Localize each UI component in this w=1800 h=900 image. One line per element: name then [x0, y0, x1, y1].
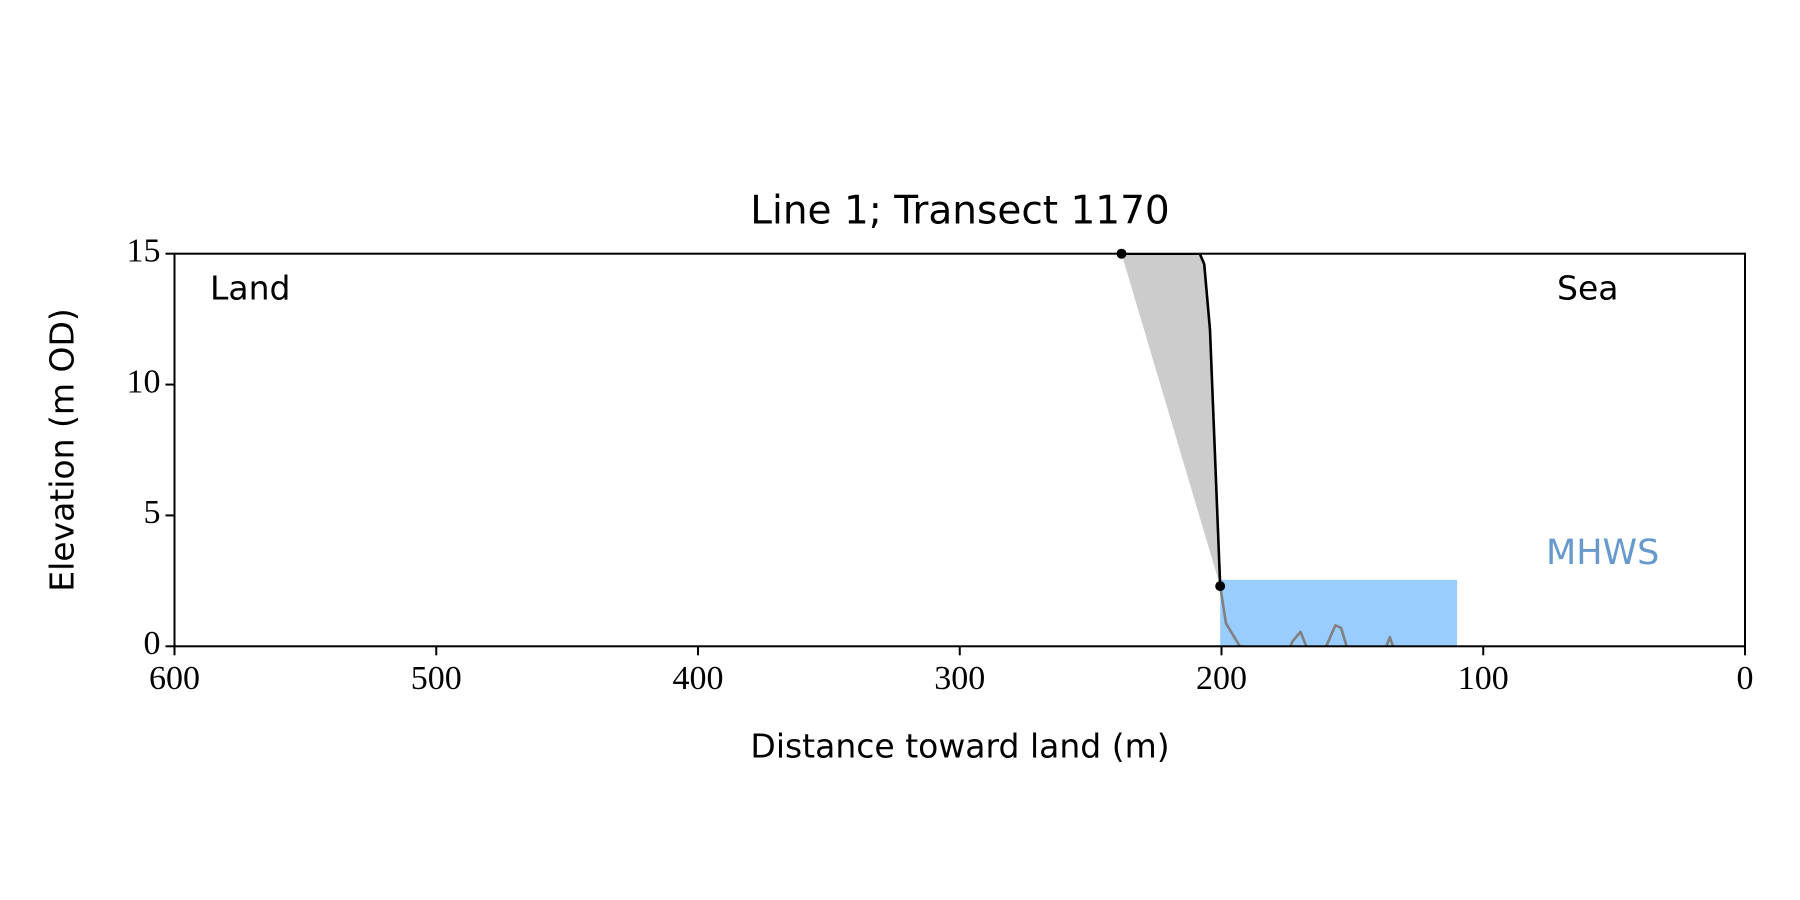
y-tick-label: 15 [127, 232, 161, 269]
axes-frame [173, 252, 1746, 648]
chart-title: Line 1; Transect 1170 [750, 189, 1169, 234]
x-tick-label: 400 [673, 660, 724, 697]
mhws-label: MHWS [1546, 533, 1659, 573]
x-tick-label: 600 [149, 660, 200, 697]
annotation: Sea [1557, 269, 1618, 308]
x-tick-label: 0 [1737, 660, 1754, 697]
y-tick-label: 0 [144, 625, 161, 662]
x-tick-label: 300 [934, 660, 985, 697]
profile-line [1121, 253, 1222, 587]
y-tick-label: 5 [144, 494, 161, 531]
x-tick-label: 500 [411, 660, 462, 697]
mhws-band [1220, 579, 1458, 647]
annotation: Land [210, 269, 290, 308]
y-tick-label: 10 [127, 363, 161, 400]
x-tick-label: 200 [1196, 660, 1247, 697]
profile-line [1218, 585, 1396, 647]
y-axis-label: Elevation (m OD) [43, 308, 82, 592]
overlay: MHWS 600 500 400 300 200 100 0 0 5 10 15 Land Sea [127, 232, 1754, 697]
x-axis-label: Distance toward land (m) [750, 727, 1169, 766]
plot-area [1121, 253, 1458, 647]
x-tick-label: 100 [1458, 660, 1509, 697]
profile-point [1215, 581, 1226, 592]
shaded-area [1121, 253, 1221, 587]
